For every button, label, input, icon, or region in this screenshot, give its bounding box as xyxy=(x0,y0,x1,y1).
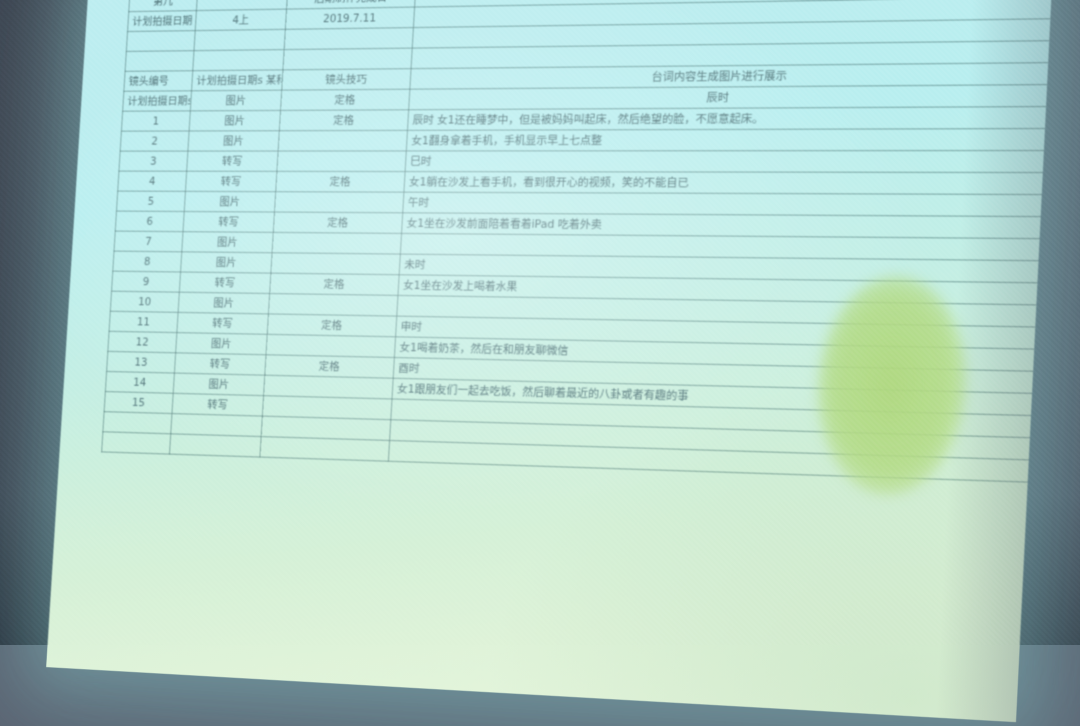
shot-description-text: 女1还在睡梦中，但是被妈妈叫起床，然后绝望的脸，不愿意起床。 xyxy=(433,112,764,127)
spacer2-cell-b xyxy=(192,49,285,71)
empty-cell xyxy=(259,436,390,462)
cell-shot-type: 转写 xyxy=(186,151,279,172)
cell-shot-number: 14 xyxy=(105,371,175,394)
cell-shot-description: 辰时 女1还在睡梦中，但是被妈妈叫起床，然后绝望的脸，不愿意起床。 xyxy=(407,106,1047,131)
table-row: 3 转写 巳时 xyxy=(118,150,1045,173)
cell-shot-technique: 定格 xyxy=(267,313,397,337)
spacer-cell-c xyxy=(284,27,414,50)
meta-plan-date-value: 4上 xyxy=(195,9,287,31)
shot-description-text: 女1坐在沙发上喝着水果 xyxy=(402,278,518,293)
shot-time-marker: 申时 xyxy=(400,320,423,334)
cell-shot-type: 图片 xyxy=(187,130,280,152)
cell-shot-technique xyxy=(266,334,396,358)
subheader-technique: 定格 xyxy=(280,89,410,111)
cell-shot-type: 图片 xyxy=(173,373,265,396)
shot-time-marker: 巳时 xyxy=(409,155,432,168)
cell-shot-technique xyxy=(268,293,398,317)
cell-shot-description: 女1翻身拿着手机，手机显示早上七点整 xyxy=(406,128,1046,151)
projection-stage: 导演 第几 后期制作完成日 画面内容描述 计划拍摄日期 4上 2 xyxy=(46,0,1054,723)
cell-shot-technique xyxy=(272,232,402,255)
cell-shot-type: 转写 xyxy=(179,271,271,294)
cell-shot-number: 5 xyxy=(116,191,186,212)
cell-shot-number: 7 xyxy=(114,231,184,252)
cell-shot-technique: 定格 xyxy=(273,212,403,234)
shot-time-marker: 辰时 xyxy=(412,113,435,127)
table-row: 1 图片 定格 辰时 女1还在睡梦中，但是被妈妈叫起床，然后绝望的脸，不愿意起床。 xyxy=(121,106,1047,132)
subheader-no: 计划拍摄日期s 某科学轻人的生活模议（会议） xyxy=(122,90,192,112)
cell-shot-number: 1 xyxy=(121,110,191,132)
project-title-text: 计划拍摄日期s 某科学轻人的生活模议（会议） xyxy=(191,69,283,91)
meta-plan-date-label: 计划拍摄日期 xyxy=(127,10,197,32)
table-row: 2 图片 女1翻身拿着手机，手机显示早上七点整 xyxy=(120,128,1046,152)
empty-cell xyxy=(169,433,262,458)
cell-shot-number: 2 xyxy=(120,130,190,152)
shot-time-marker: 酉时 xyxy=(397,361,420,375)
cell-shot-number: 3 xyxy=(118,151,188,172)
cell-shot-technique: 定格 xyxy=(269,273,400,296)
spacer-cell-b xyxy=(193,29,286,51)
cell-shot-type: 图片 xyxy=(189,110,281,131)
cell-shot-technique xyxy=(278,130,408,152)
cell-shot-description: 巳时 xyxy=(405,150,1045,173)
shot-time-marker: 未时 xyxy=(403,258,426,271)
subheader-time: 辰时 xyxy=(408,84,1048,110)
project-title-left: 镜头编号 xyxy=(123,70,193,92)
cell-shot-number: 12 xyxy=(107,331,177,353)
cell-shot-description: 女1躺在沙发上看手机，看到很开心的视频，笑的不能自已 xyxy=(403,171,1044,195)
cell-shot-type: 转写 xyxy=(185,171,277,192)
cell-shot-number: 15 xyxy=(104,391,174,414)
shot-description-text: 女1躺在沙发上看手机，看到很开心的视频，笑的不能自已 xyxy=(408,175,690,189)
cell-shot-type: 转写 xyxy=(171,393,264,417)
cell-shot-number: 11 xyxy=(109,311,179,333)
meta-post-due-value: 2019.7.11 xyxy=(285,7,415,30)
spacer2-cell-a xyxy=(125,50,194,72)
cell-shot-type: 图片 xyxy=(178,292,270,314)
shot-list-rows: 1 图片 定格 辰时 女1还在睡梦中，但是被妈妈叫起床，然后绝望的脸，不愿意起床。 2 图… xyxy=(101,106,1047,483)
cell-shot-technique xyxy=(274,191,404,213)
column-header-technique: 镜头技巧 xyxy=(281,68,412,91)
cell-shot-type: 转写 xyxy=(183,211,275,233)
cell-shot-type: 转写 xyxy=(174,352,267,376)
shot-description-text: 女1翻身拿着手机，手机显示早上七点整 xyxy=(411,133,603,147)
cell-shot-number: 9 xyxy=(111,271,181,293)
cell-shot-type: 图片 xyxy=(180,251,273,274)
cell-shot-technique: 定格 xyxy=(275,171,406,193)
subheader-type: 图片 xyxy=(190,90,282,111)
spacer2-cell-c xyxy=(282,48,413,70)
cell-shot-type: 转写 xyxy=(176,312,269,335)
empty-cell xyxy=(102,411,172,434)
cell-shot-type: 图片 xyxy=(184,191,276,213)
cell-shot-number: 13 xyxy=(106,351,176,374)
cell-shot-technique: 定格 xyxy=(279,109,409,131)
cell-shot-technique xyxy=(270,252,401,275)
shot-description-text: 女1喝着奶茶，然后在和朋友聊微信 xyxy=(399,341,569,358)
projection-screen: 导演 第几 后期制作完成日 画面内容描述 计划拍摄日期 4上 2 xyxy=(46,0,1054,723)
shot-list-table: 第几 后期制作完成日 画面内容描述 计划拍摄日期 4上 2019.7.11 xyxy=(101,0,1054,483)
empty-cell xyxy=(101,431,171,455)
empty-cell xyxy=(170,413,263,437)
shot-time-marker: 午时 xyxy=(407,196,430,209)
cell-shot-type: 图片 xyxy=(175,332,268,355)
cell-shot-technique xyxy=(276,150,407,172)
spreadsheet: 第几 后期制作完成日 画面内容描述 计划拍摄日期 4上 2019.7.11 xyxy=(101,0,1054,483)
cell-shot-number: 6 xyxy=(115,211,185,232)
cell-shot-number: 8 xyxy=(112,251,182,272)
spacer-cell-a xyxy=(126,30,196,52)
cell-shot-number: 10 xyxy=(110,291,180,313)
shot-description-text: 女1坐在沙发前面陪着看着iPad 吃着外卖 xyxy=(406,216,603,231)
cell-shot-number: 4 xyxy=(117,171,187,192)
cell-shot-type: 图片 xyxy=(181,231,274,253)
